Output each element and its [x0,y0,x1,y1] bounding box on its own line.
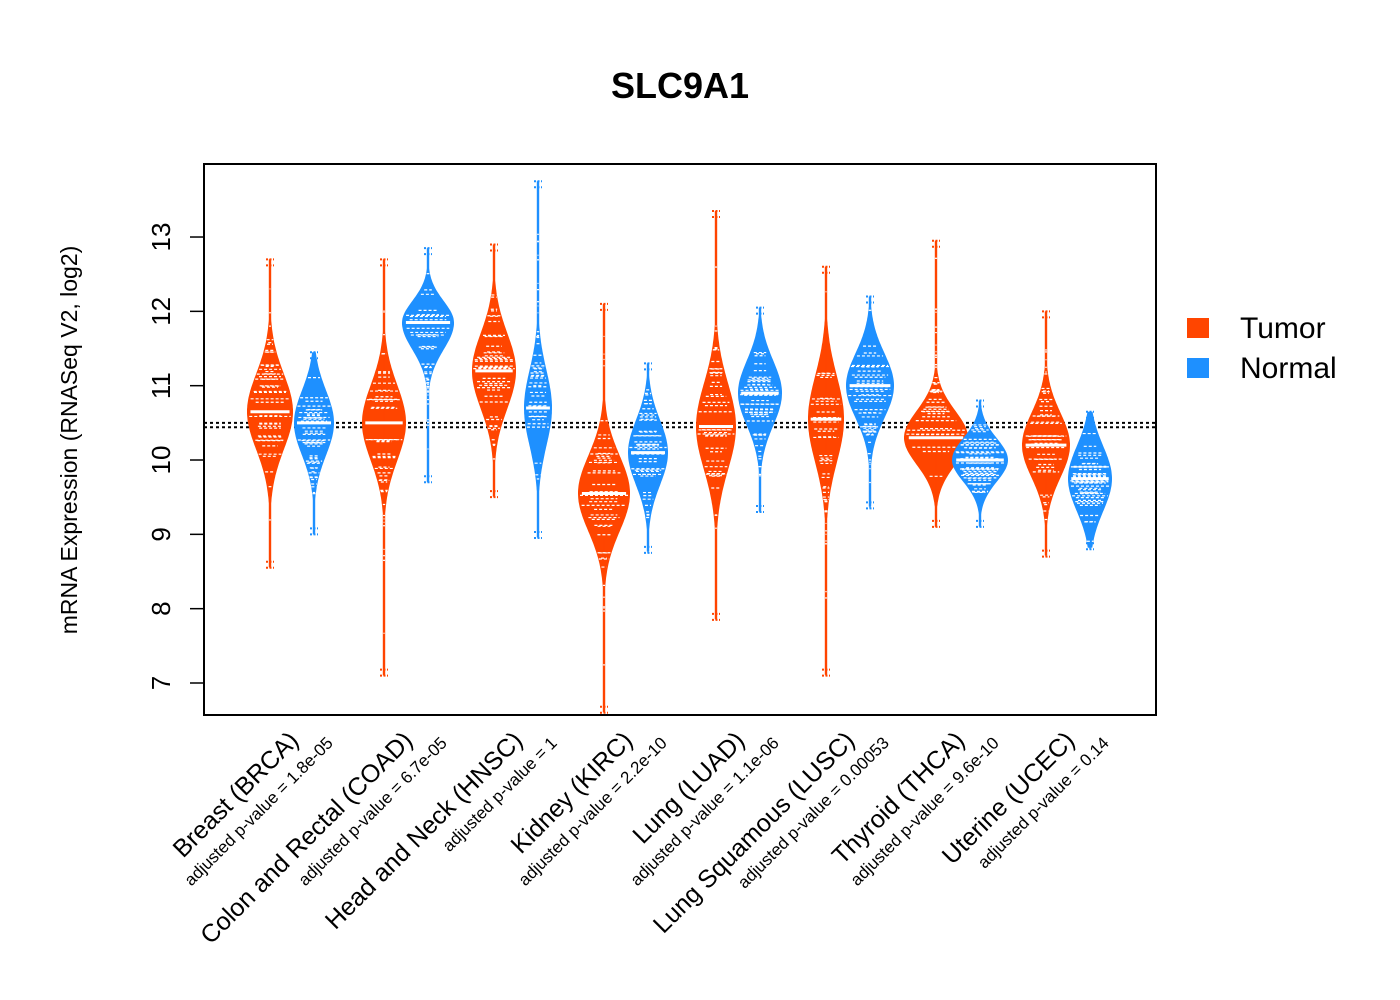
legend-swatch-normal [1187,358,1209,378]
violin-tumor-kidney-kirc [578,302,630,714]
violin-normal-breast-brca [294,351,334,536]
y-tick-label-10: 10 [146,446,176,475]
chart-title: SLC9A1 [611,65,749,106]
violin-tumor-lung-squamous-lusc [808,265,844,677]
violin-normal-kidney-kirc [628,362,668,554]
plot-frame [203,163,1157,716]
violin-tumor-uterine-ucec [1022,310,1070,558]
y-tick-label-8: 8 [146,601,176,615]
legend-label-tumor: Tumor [1240,312,1326,345]
violin-tumor-head-and-neck-hnsc [472,243,516,499]
y-axis-label: mRNA Expression (RNASeq V2, log2) [56,246,82,635]
violin-tumor-breast-brca [247,258,293,569]
violin-normal-colon-and-rectal-coad [402,247,454,484]
violin-tumor-thyroid-thca [904,239,968,528]
legend-label-normal: Normal [1240,352,1337,385]
y-tick-label-7: 7 [146,676,176,690]
violin-tumor-colon-and-rectal-coad [362,258,406,677]
violin-normal-lung-squamous-lusc [846,295,894,510]
violin-normal-head-and-neck-hnsc [524,180,552,540]
violin-normal-thyroid-thca [952,399,1008,528]
y-tick-label-12: 12 [146,297,176,326]
legend-swatch-tumor [1187,318,1209,338]
y-tick-label-9: 9 [146,527,176,541]
violin-tumor-lung-luad [696,210,736,621]
y-tick-label-11: 11 [146,372,176,399]
y-tick-label-13: 13 [146,223,176,252]
violin-normal-lung-luad [738,306,782,514]
violin-normal-uterine-ucec [1068,410,1112,551]
